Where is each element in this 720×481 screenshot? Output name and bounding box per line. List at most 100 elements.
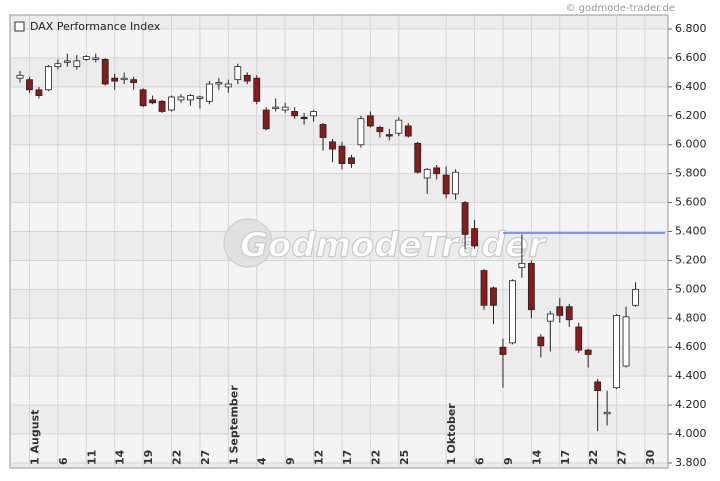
y-tick-label: 4.600 — [675, 340, 707, 353]
candle-body — [622, 316, 630, 367]
candle-body — [281, 106, 289, 111]
y-tick-label: 5.600 — [675, 196, 707, 209]
candle-body — [35, 89, 43, 96]
candle-body — [423, 168, 431, 179]
candle-body — [565, 306, 573, 321]
candle-body — [518, 262, 526, 269]
x-tick-label: 9 — [284, 457, 297, 465]
x-tick-label: 17 — [341, 450, 354, 465]
candle-body — [376, 126, 384, 133]
candle-body — [196, 96, 204, 99]
candle-body — [442, 174, 450, 195]
candle-body — [149, 99, 156, 104]
candle-body — [205, 83, 213, 102]
candle-body — [338, 145, 346, 164]
y-tick-label: 5.000 — [675, 282, 707, 295]
candle-body — [395, 119, 403, 134]
watermark-text: GodmodeTrader — [240, 226, 547, 266]
candle-body — [471, 228, 478, 247]
grid-band — [11, 86, 667, 116]
y-tick-label: 6.000 — [675, 138, 707, 151]
x-tick-label: 22 — [587, 450, 600, 465]
candle-body — [82, 56, 90, 60]
x-tick-label: 1 August — [28, 410, 41, 465]
source: © godmode-trader.de — [566, 3, 676, 14]
candle-body — [26, 79, 33, 91]
candle-body — [499, 346, 507, 355]
candle-body — [575, 326, 583, 351]
candle-body — [224, 83, 232, 88]
candle-body — [319, 124, 327, 138]
x-tick-label: 14 — [530, 449, 543, 465]
candle-body — [101, 59, 109, 85]
candle-body — [54, 63, 62, 68]
candle-body — [348, 157, 355, 164]
y-tick-label: 6.600 — [675, 51, 707, 64]
legend-swatch — [14, 21, 25, 32]
candle-body — [215, 82, 223, 85]
candle-body — [433, 167, 441, 175]
candle-body — [546, 313, 554, 322]
y-tick-label: 5.800 — [675, 167, 707, 180]
candle-body — [414, 142, 422, 173]
candle-body — [404, 125, 412, 137]
candle-body — [527, 262, 535, 311]
grid-band — [11, 318, 667, 348]
watermark: GodmodeTrader — [223, 218, 548, 268]
y-tick-label: 6.400 — [675, 80, 707, 93]
x-tick-label: 12 — [313, 450, 326, 465]
x-tick-label: 4 — [256, 457, 269, 465]
candle-body — [300, 116, 308, 120]
grid-band — [11, 434, 667, 463]
candle-body — [158, 100, 166, 112]
grid-band — [11, 376, 667, 406]
x-tick-label: 6 — [474, 457, 487, 465]
x-tick-label: 6 — [57, 457, 70, 465]
candle-body — [262, 109, 270, 130]
candle-body — [603, 411, 611, 415]
candle-body — [243, 74, 251, 82]
candle-body — [584, 349, 592, 355]
candle-body — [63, 60, 71, 63]
candle-body — [177, 96, 185, 101]
candle-body — [130, 79, 138, 83]
x-tick-label: 9 — [502, 457, 515, 465]
candle-body — [291, 111, 299, 117]
grid-band — [11, 260, 667, 290]
candle-body — [111, 77, 119, 82]
x-tick-label: 14 — [114, 449, 127, 465]
candle-body — [310, 111, 317, 117]
x-tick-label: 11 — [85, 450, 98, 465]
x-tick-label: 27 — [616, 450, 629, 465]
y-tick-label: 4.000 — [675, 427, 707, 440]
candle-body — [452, 171, 460, 195]
candle-body — [45, 66, 52, 91]
watermark-logo — [223, 218, 273, 268]
x-tick-label: 22 — [171, 450, 184, 465]
y-tick-label: 6.800 — [675, 22, 707, 35]
grid-band — [11, 29, 667, 58]
y-tick-label: 5.200 — [675, 253, 707, 266]
candle-body — [480, 270, 488, 306]
candle-body — [366, 115, 374, 127]
x-tick-label: 27 — [199, 450, 212, 465]
x-tick-label: 17 — [559, 450, 572, 465]
candle-body — [120, 77, 128, 81]
candle-body — [73, 60, 81, 68]
y-tick-label: 5.400 — [675, 225, 707, 238]
candle-body — [187, 95, 194, 101]
candle-body — [461, 202, 469, 235]
candle-body — [329, 141, 336, 150]
candle-body — [537, 336, 545, 347]
candle-body — [168, 96, 175, 111]
y-tick-label: 4.800 — [675, 311, 707, 324]
candle-body — [92, 57, 100, 60]
candle-body — [556, 306, 564, 316]
candle-body — [139, 89, 147, 107]
x-tick-label: 1 Oktober — [445, 403, 458, 465]
candle-body — [490, 287, 497, 306]
candle-body — [253, 77, 261, 102]
x-tick-label: 30 — [644, 449, 657, 465]
x-tick-label: 25 — [398, 450, 411, 465]
candle-body — [385, 134, 393, 137]
